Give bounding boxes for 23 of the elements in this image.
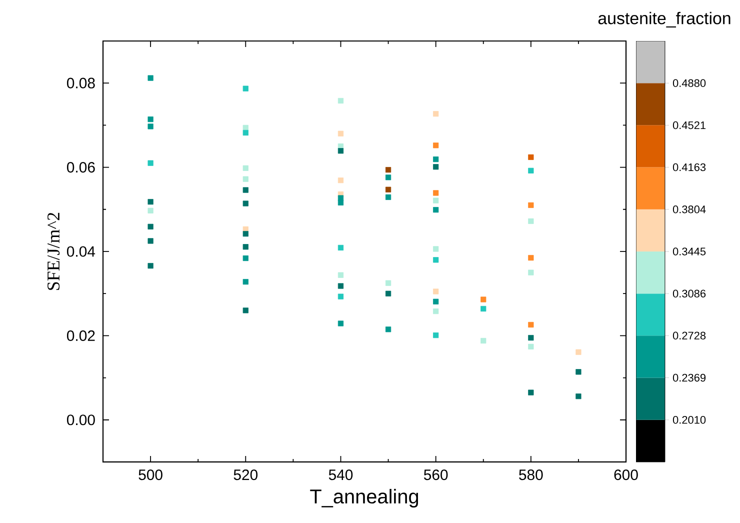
x-tick-label: 560 bbox=[424, 470, 448, 480]
color-bar-label: 0.2728 bbox=[672, 332, 706, 340]
color-bar-label: 0.2369 bbox=[672, 374, 706, 382]
y-tick-label: 0.06 bbox=[66, 162, 95, 173]
x-tick-label: 500 bbox=[138, 470, 162, 480]
y-tick-label: 0.04 bbox=[66, 246, 96, 257]
color-bar-label: 0.2010 bbox=[672, 416, 706, 424]
color-bar-label: 0.4880 bbox=[672, 79, 706, 87]
color-bar-label: 0.4521 bbox=[672, 121, 706, 130]
color-bar-label: 0.3804 bbox=[672, 205, 706, 214]
color-bar-label: 0.3086 bbox=[672, 290, 706, 298]
color-bar-label: 0.3445 bbox=[672, 248, 706, 256]
x-tick-label: 540 bbox=[328, 470, 353, 480]
y-tick-label: 0.08 bbox=[66, 78, 95, 88]
color-bar-label: 0.4163 bbox=[672, 163, 706, 172]
x-tick-label: 580 bbox=[519, 470, 543, 480]
x-tick-label: 600 bbox=[614, 470, 638, 480]
y-axis-title: SFE/J/m^2 bbox=[48, 212, 60, 290]
x-axis-title: T_annealing bbox=[310, 488, 418, 508]
x-tick-label: 520 bbox=[234, 470, 258, 480]
color-bar-title: austenite_fraction bbox=[598, 12, 730, 28]
y-tick-label: 0.02 bbox=[66, 330, 95, 341]
y-tick-label: 0.00 bbox=[66, 414, 95, 426]
